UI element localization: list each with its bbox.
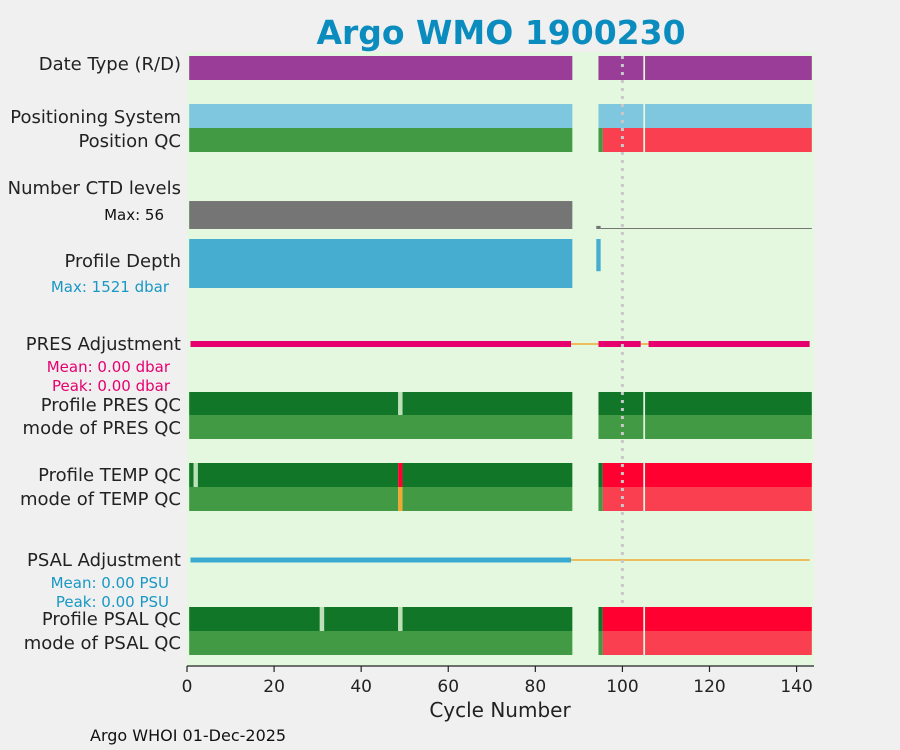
positioning-system-segment-1: [598, 104, 644, 128]
row-label-positioning-system: Positioning System: [10, 107, 181, 128]
pres-mean-stat: Mean: 0.00 dbar: [47, 358, 171, 376]
x-tick-label-0: 0: [182, 677, 193, 697]
row-label-profile-depth: Profile Depth: [64, 251, 181, 272]
profile-temp-qc-segment-0: [189, 463, 194, 487]
pres-adjustment-bar-1: [598, 341, 641, 347]
profile-depth-bar-0: [189, 239, 573, 288]
row-label-profile-pres-qc: Profile PRES QC: [41, 395, 181, 416]
x-tick-label-20: 20: [263, 677, 285, 697]
x-tick-label-40: 40: [350, 677, 372, 697]
ctd-max-stat: Max: 56: [104, 206, 164, 224]
profile-temp-qc-segment-1: [193, 463, 198, 487]
ctd-levels-bar-0: [189, 201, 573, 229]
psal-adjustment-bar-0: [190, 557, 572, 563]
row-label-psal-adjustment: PSAL Adjustment: [27, 550, 181, 571]
row-label-pres-adjustment: PRES Adjustment: [26, 334, 181, 355]
profile-temp-qc-segment-7: [645, 463, 812, 487]
profile-psal-qc-segment-4: [402, 607, 573, 631]
profile-depth-bar-1: [596, 239, 601, 272]
profile-temp-qc-segment-5: [598, 463, 603, 487]
depth-max-stat: Max: 1521 dbar: [51, 278, 170, 296]
profile-psal-qc-segment-0: [189, 607, 320, 631]
x-tick-label-140: 140: [780, 677, 812, 697]
pres-adjustment-bar-0: [190, 341, 572, 347]
profile-temp-qc-segment-3: [398, 463, 403, 487]
date-type-segment-0: [189, 56, 573, 80]
mode-pres-qc-segment-2: [645, 415, 812, 439]
row-label-mode-temp-qc: mode of TEMP QC: [20, 489, 181, 510]
mode-psal-qc-segment-1: [598, 631, 603, 655]
profile-pres-qc-segment-3: [598, 392, 644, 415]
mode-temp-qc-segment-5: [645, 487, 812, 511]
mode-pres-qc-segment-0: [189, 415, 573, 439]
position-qc-segment-0: [189, 128, 573, 152]
mode-temp-qc-segment-1: [398, 487, 403, 511]
profile-psal-qc-segment-6: [602, 607, 644, 631]
row-label-profile-temp-qc: Profile TEMP QC: [38, 465, 181, 486]
profile-pres-qc-segment-2: [402, 392, 573, 415]
row-label-mode-pres-qc: mode of PRES QC: [23, 418, 181, 439]
x-axis-ticks: 0 20 40 60 80 100 120 140: [182, 666, 813, 697]
row-label-mode-psal-qc: mode of PSAL QC: [24, 633, 181, 654]
psal-mean-stat: Mean: 0.00 PSU: [51, 574, 169, 592]
profile-psal-qc-segment-3: [398, 607, 403, 631]
mode-temp-qc-segment-0: [189, 487, 399, 511]
row-label-ctd-levels: Number CTD levels: [8, 178, 181, 199]
positioning-system-segment-2: [645, 104, 812, 128]
profile-psal-qc-segment-2: [324, 607, 399, 631]
plot-area: [187, 52, 814, 666]
positioning-system-segment-0: [189, 104, 573, 128]
profile-pres-qc-segment-0: [189, 392, 399, 415]
position-qc-segment-2: [602, 128, 644, 152]
mode-psal-qc-segment-2: [602, 631, 644, 655]
footer-credit: Argo WHOI 01-Dec-2025: [90, 726, 286, 745]
x-tick-label-100: 100: [606, 677, 638, 697]
psal-peak-stat: Peak: 0.00 PSU: [56, 593, 169, 611]
row-label-profile-psal-qc: Profile PSAL QC: [42, 609, 181, 630]
plot-marks: [189, 56, 812, 655]
x-axis-label: Cycle Number: [429, 698, 571, 722]
profile-pres-qc-segment-4: [645, 392, 812, 415]
pres-peak-stat: Peak: 0.00 dbar: [52, 377, 171, 395]
ctd-levels-bar-2: [600, 228, 812, 229]
chart-title: Argo WMO 1900230: [316, 13, 685, 52]
pres-adjustment-bar-2: [648, 341, 810, 347]
profile-psal-qc-segment-1: [319, 607, 325, 631]
x-tick-label-80: 80: [525, 677, 547, 697]
mode-psal-qc-segment-0: [189, 631, 573, 655]
mode-temp-qc-segment-3: [598, 487, 603, 511]
date-type-segment-1: [598, 56, 644, 80]
profile-psal-qc-segment-5: [598, 607, 603, 631]
row-label-date-type: Date Type (R/D): [39, 54, 181, 75]
row-label-position-qc: Position QC: [78, 131, 181, 152]
position-qc-segment-3: [645, 128, 812, 152]
date-type-segment-2: [645, 56, 812, 80]
ctd-levels-bar-1: [596, 225, 601, 229]
x-tick-label-60: 60: [437, 677, 459, 697]
mode-pres-qc-segment-1: [598, 415, 644, 439]
profile-temp-qc-segment-2: [197, 463, 399, 487]
mode-temp-qc-segment-2: [402, 487, 573, 511]
profile-pres-qc-segment-1: [398, 392, 403, 415]
position-qc-segment-1: [598, 128, 603, 152]
profile-psal-qc-segment-7: [645, 607, 812, 631]
x-tick-label-120: 120: [693, 677, 725, 697]
profile-temp-qc-segment-4: [402, 463, 573, 487]
mode-psal-qc-segment-3: [645, 631, 812, 655]
